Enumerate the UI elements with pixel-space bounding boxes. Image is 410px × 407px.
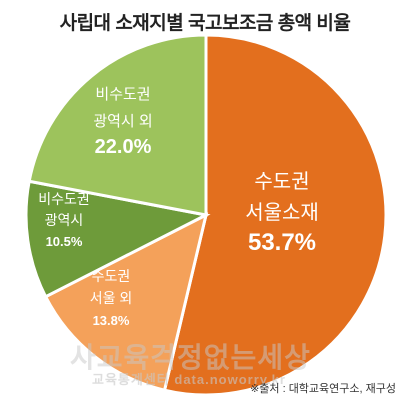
pie-slice: [162, 33, 388, 397]
pie-slice: [24, 179, 211, 299]
slice-category-label: 수도권: [92, 268, 131, 284]
slice-category-label: 비수도권: [95, 86, 150, 103]
watermark-subtext: 교육통계센터 data.noworry.kr: [92, 372, 286, 387]
slice-category-label: 광역시 외: [93, 113, 152, 130]
slice-category-label: 수도권: [254, 170, 309, 193]
pie-slice: [43, 212, 209, 392]
pie-slice: [27, 33, 208, 217]
watermark-text: 사교육걱정없는세상: [70, 342, 311, 373]
slice-category-label: 비수도권: [38, 191, 90, 207]
source-note: ※출처 : 대학교육연구소, 재구성: [250, 383, 396, 395]
slice-category-label: 서울소재: [245, 201, 319, 224]
slice-value-label: 22.0%: [95, 136, 152, 158]
slice-value-label: 53.7%: [248, 229, 316, 256]
slice-category-label: 광역시: [45, 212, 84, 228]
chart-title: 사립대 소재지별 국고보조금 총액 비율: [59, 13, 351, 34]
slice-category-label: 서울 외: [90, 290, 133, 306]
slice-value-label: 13.8%: [93, 313, 130, 328]
slice-value-label: 10.5%: [46, 234, 83, 249]
